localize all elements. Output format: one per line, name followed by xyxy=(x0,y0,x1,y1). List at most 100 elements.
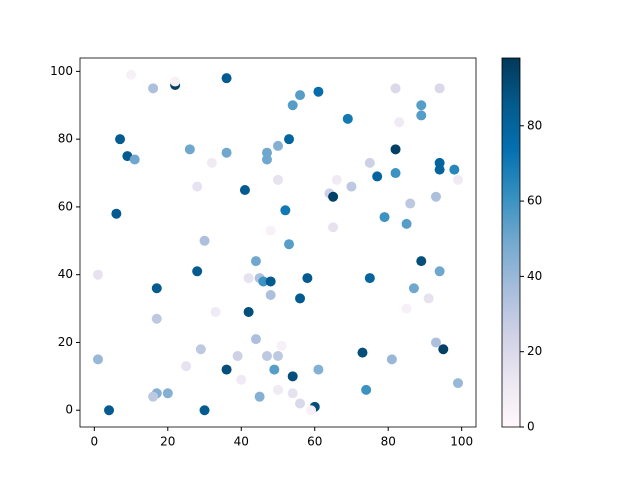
point xyxy=(364,273,375,284)
x-tick-label: 80 xyxy=(381,435,396,449)
point xyxy=(184,144,195,155)
point xyxy=(346,181,357,192)
point xyxy=(199,235,210,246)
point xyxy=(221,73,232,84)
point xyxy=(313,364,324,375)
point xyxy=(438,344,449,355)
point xyxy=(265,225,276,236)
point xyxy=(93,269,103,280)
point xyxy=(379,212,390,223)
point xyxy=(273,140,283,151)
y-tick-label: 40 xyxy=(58,267,73,281)
point xyxy=(280,205,291,216)
point xyxy=(129,154,140,165)
point xyxy=(243,306,254,317)
point xyxy=(390,83,401,94)
y-tick-label: 100 xyxy=(50,64,73,78)
point xyxy=(295,293,306,304)
point xyxy=(254,391,265,402)
point xyxy=(434,266,445,277)
point xyxy=(181,361,192,372)
colorbar-tick-label: 0 xyxy=(527,420,535,434)
point xyxy=(250,256,261,267)
point xyxy=(408,283,419,294)
x-tick-label: 20 xyxy=(160,435,175,449)
y-tick-label: 60 xyxy=(58,199,73,213)
point xyxy=(416,110,427,121)
point xyxy=(151,283,162,294)
point xyxy=(401,303,412,314)
point xyxy=(221,364,232,375)
point xyxy=(364,157,375,168)
point xyxy=(195,344,206,355)
point xyxy=(434,83,445,94)
x-tick-label: 40 xyxy=(234,435,249,449)
point xyxy=(192,181,203,192)
point xyxy=(372,171,383,182)
point xyxy=(390,144,401,155)
point xyxy=(273,351,283,362)
point xyxy=(331,174,342,185)
point xyxy=(361,384,372,395)
point xyxy=(394,117,405,128)
point xyxy=(170,76,181,87)
point xyxy=(313,86,324,97)
point xyxy=(295,398,306,409)
x-tick-label: 100 xyxy=(450,435,473,449)
point xyxy=(236,374,247,385)
point xyxy=(210,306,221,317)
point xyxy=(162,388,173,399)
point xyxy=(328,191,339,202)
point xyxy=(206,157,217,168)
point xyxy=(199,405,210,416)
point xyxy=(287,100,298,111)
point xyxy=(276,340,287,351)
point xyxy=(258,276,269,287)
point xyxy=(386,354,397,365)
point xyxy=(265,290,276,301)
point xyxy=(221,147,232,158)
point xyxy=(449,164,460,175)
point xyxy=(250,334,261,345)
point xyxy=(401,218,412,229)
point xyxy=(287,388,298,399)
point xyxy=(239,184,250,195)
point xyxy=(430,337,441,348)
plot-frame xyxy=(79,57,477,428)
point xyxy=(232,351,243,362)
point xyxy=(328,222,339,233)
point xyxy=(357,347,368,358)
point xyxy=(306,405,317,416)
point xyxy=(390,168,401,179)
point xyxy=(104,405,115,416)
point xyxy=(148,83,159,94)
point xyxy=(302,273,313,284)
point xyxy=(273,384,283,395)
point xyxy=(434,164,445,175)
colorbar-tick-label: 80 xyxy=(527,118,542,132)
point xyxy=(453,174,463,185)
point xyxy=(115,134,126,145)
point xyxy=(151,313,162,324)
point xyxy=(148,391,159,402)
point xyxy=(342,113,353,124)
point xyxy=(126,69,137,80)
point xyxy=(273,174,283,185)
y-tick-label: 20 xyxy=(58,335,73,349)
point xyxy=(416,100,427,111)
point xyxy=(265,276,276,287)
colorbar-tick-label: 20 xyxy=(527,344,542,358)
colorbar xyxy=(501,57,521,428)
point xyxy=(111,208,122,219)
point xyxy=(261,147,272,158)
x-tick-label: 0 xyxy=(91,435,99,449)
x-tick-label: 60 xyxy=(307,435,322,449)
point xyxy=(295,90,306,101)
y-tick-label: 0 xyxy=(65,403,73,417)
point xyxy=(405,198,416,209)
colorbar-tick-label: 60 xyxy=(527,194,542,208)
point xyxy=(93,354,103,365)
y-tick-label: 80 xyxy=(58,132,73,146)
point xyxy=(269,364,280,375)
